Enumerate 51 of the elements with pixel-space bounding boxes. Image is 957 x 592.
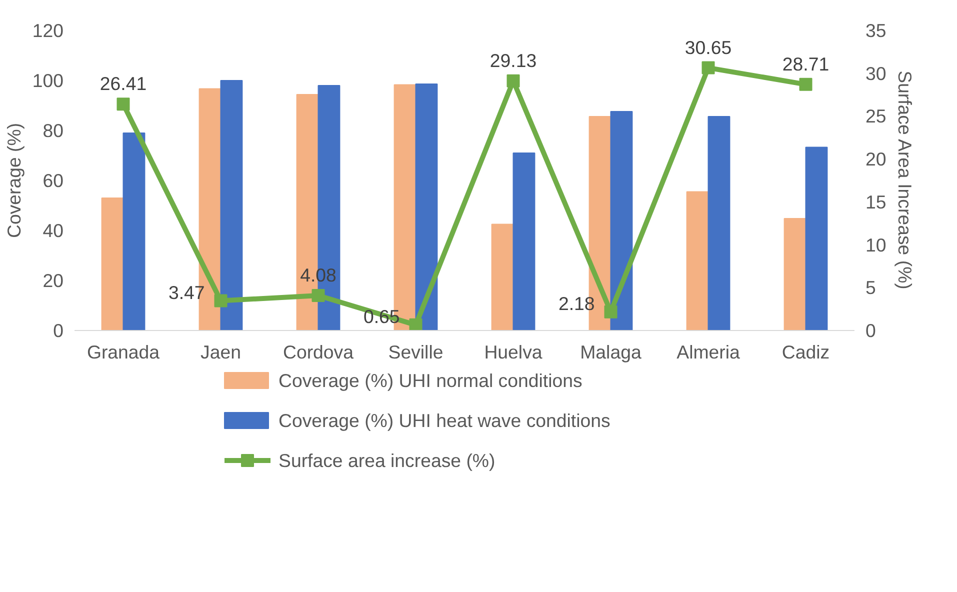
y-tick-label: 40	[42, 220, 64, 241]
y-tick-label: 60	[42, 170, 64, 191]
y2-tick-label: 5	[866, 277, 876, 298]
bar	[708, 116, 730, 330]
y-tick-label: 0	[53, 320, 64, 341]
y2-tick-label: 15	[866, 191, 886, 212]
y-tick-label: 80	[42, 120, 64, 141]
x-tick-label: Cordova	[282, 342, 354, 362]
bar	[686, 191, 709, 330]
data-label: 28.71	[782, 53, 830, 74]
y2-tick-label: 35	[866, 20, 886, 41]
point	[799, 78, 812, 91]
x-tick-label: Malaga	[580, 342, 642, 362]
bar	[491, 224, 514, 330]
bar	[122, 132, 146, 330]
data-label: 29.13	[490, 50, 537, 71]
point	[116, 98, 130, 111]
x-tick-label: Huelva	[484, 342, 543, 362]
bar	[805, 146, 828, 330]
point	[214, 294, 228, 308]
x-tick-label: Jaen	[200, 342, 241, 362]
data-label: 30.65	[684, 36, 732, 58]
x-tick-label: Cadiz	[782, 342, 830, 362]
y-tick-label: 120	[32, 20, 64, 41]
data-label: 26.41	[100, 73, 147, 94]
bar	[415, 84, 438, 330]
point	[409, 318, 422, 330]
legend-label: Coverage (%) UHI normal conditions	[278, 370, 582, 391]
y2-tick-label: 30	[866, 62, 886, 84]
legend-label: Coverage (%) UHI heat wave conditions	[278, 410, 610, 431]
bar	[220, 80, 243, 330]
y2-axis-title: Surface Area Increase (%)	[894, 70, 916, 290]
y2-tick-label: 20	[866, 148, 886, 170]
bar	[610, 111, 633, 330]
y2-tick-label: 25	[866, 106, 886, 127]
y2-tick-label: 0	[866, 320, 876, 341]
x-tick-label: Seville	[388, 342, 444, 362]
y-axis-title: Coverage (%)	[3, 122, 24, 238]
bar	[512, 152, 536, 330]
point	[702, 61, 715, 74]
x-tick-label: Granada	[86, 342, 160, 362]
bar	[101, 198, 124, 330]
bar	[784, 218, 806, 330]
legend-label: Surface area increase (%)	[278, 450, 496, 471]
point	[604, 305, 618, 318]
y-tick-label: 100	[32, 70, 64, 91]
point	[312, 289, 325, 302]
y-tick-label: 20	[42, 270, 64, 291]
point	[506, 74, 520, 88]
x-tick-label: Almeria	[676, 342, 740, 362]
y2-tick-label: 10	[866, 234, 886, 256]
